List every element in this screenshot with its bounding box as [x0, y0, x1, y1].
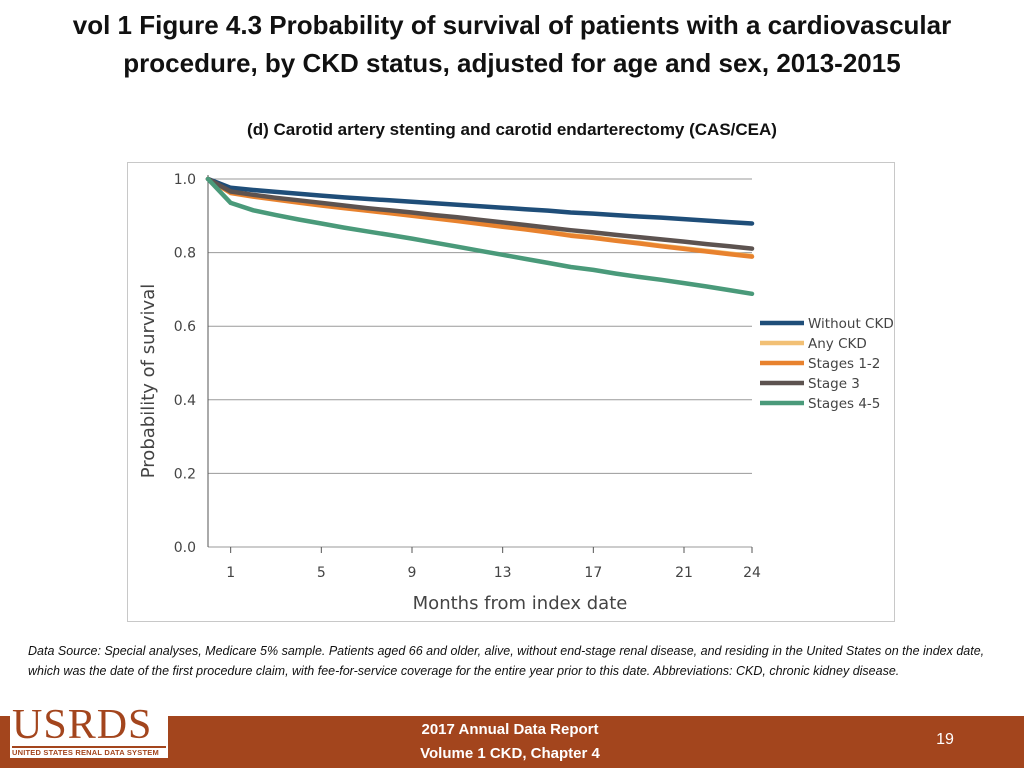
logo-subtext: UNITED STATES RENAL DATA SYSTEM [12, 748, 159, 757]
report-line-1: 2017 Annual Data Report [421, 721, 599, 738]
x-tick-label: 17 [584, 565, 602, 581]
series-line-stage-3 [205, 176, 755, 251]
y-tick-label: 1.0 [174, 172, 196, 188]
page-number: 19 [936, 731, 954, 748]
footer-bar [0, 716, 1024, 768]
legend-label: Any CKD [808, 336, 867, 352]
y-tick-label: 0.2 [174, 466, 196, 482]
y-tick-label: 0.0 [174, 540, 196, 556]
x-tick-label: 21 [675, 565, 693, 581]
legend-label: Stages 1-2 [808, 356, 880, 372]
chart-subtitle: (d) Carotid artery stenting and carotid … [247, 120, 777, 139]
chart-frame: 0.0 0.2 0.4 0.6 0.8 1.0 1 5 9 13 17 21 24 Months from… [127, 162, 895, 622]
logo-wordmark: USRDS [12, 702, 153, 748]
survival-line-chart: 0.0 0.2 0.4 0.6 0.8 1.0 1 5 9 13 17 21 24 Months from… [138, 172, 894, 614]
logo-rule [12, 746, 166, 748]
report-line-2: Volume 1 CKD, Chapter 4 [420, 745, 600, 762]
series-line-without-ckd [205, 176, 755, 226]
legend-label: Stages 4-5 [808, 396, 880, 412]
data-source-note: Data Source: Special analyses, Medicare … [28, 644, 985, 678]
slide-title: vol 1 Figure 4.3 Probability of survival… [72, 10, 952, 78]
x-axis-title: Months from index date [413, 593, 628, 614]
x-tick-label: 24 [743, 565, 761, 581]
legend-label: Without CKD [808, 316, 894, 332]
footer-report-title: 2017 Annual Data Report Volume 1 CKD, Ch… [360, 716, 660, 766]
series-line-stages-4-5 [205, 176, 755, 297]
series-line-stages-1-2 [205, 176, 755, 259]
y-tick-label: 0.8 [174, 246, 196, 262]
legend-label: Stage 3 [808, 376, 860, 392]
y-tick-label: 0.4 [174, 393, 196, 409]
usrds-logo: USRDS UNITED STATES RENAL DATA SYSTEM [10, 702, 168, 758]
y-tick-label: 0.6 [174, 319, 196, 335]
x-tick-label: 13 [494, 565, 512, 581]
x-tick-label: 9 [408, 565, 417, 581]
x-tick-label: 1 [226, 565, 235, 581]
y-axis-title: Probability of survival [138, 284, 159, 478]
x-tick-label: 5 [317, 565, 326, 581]
